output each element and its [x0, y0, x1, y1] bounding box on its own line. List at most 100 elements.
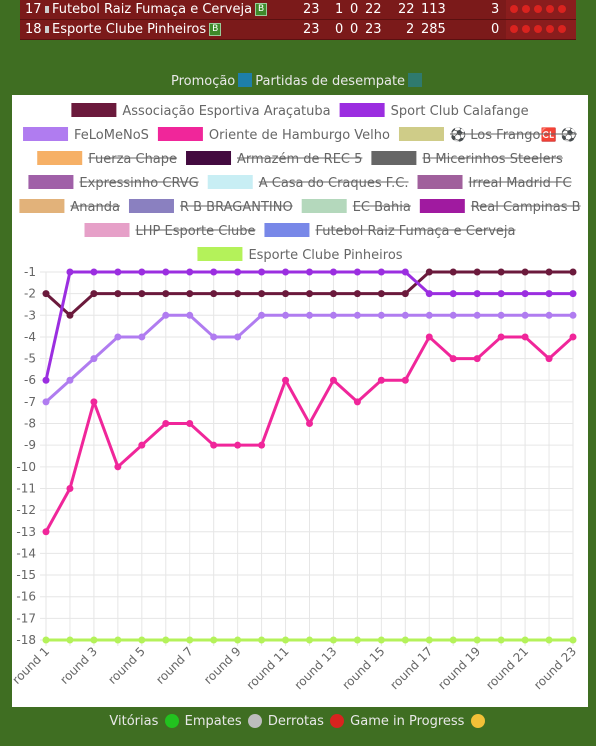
result-legend: Vitórias Empates Derrotas Game in Progre… — [0, 708, 596, 746]
goals-against-cell: 285 — [421, 22, 446, 37]
series-point — [401, 290, 409, 298]
series-point — [258, 636, 266, 644]
series-point — [425, 333, 433, 341]
x-tick-label: round 7 — [153, 644, 196, 687]
series-point — [497, 333, 505, 341]
y-tick-label: -12 — [16, 503, 36, 517]
series-point — [90, 290, 98, 298]
series-point — [90, 398, 98, 406]
played-cell: 23 — [303, 2, 320, 17]
series-point — [114, 463, 122, 471]
played-cell: 23 — [303, 22, 320, 37]
series-point — [282, 290, 290, 298]
points-cell: 0 — [491, 22, 500, 37]
goals-for-cell: 22 — [398, 2, 415, 17]
legend-swatch — [398, 127, 444, 141]
win-dot-icon — [164, 714, 179, 728]
series-point — [449, 268, 457, 276]
series-point — [545, 636, 553, 644]
series-point — [234, 636, 242, 644]
legend-swatch — [207, 175, 253, 189]
x-tick-label: round 17 — [387, 644, 435, 692]
team-marker-icon — [45, 5, 49, 13]
x-tick-label: round 23 — [531, 644, 579, 692]
series-point — [569, 290, 577, 298]
y-tick-label: -5 — [24, 352, 36, 366]
series-point — [497, 636, 505, 644]
table-row[interactable]: 17 Futebol Raiz Fumaça e Cerveja B 23 1 0… — [20, 0, 576, 20]
division-badge: B — [255, 3, 268, 16]
series-point — [306, 420, 313, 428]
series-point — [90, 268, 98, 276]
legend-swatch — [371, 151, 417, 165]
series-point — [329, 311, 337, 319]
legend-swatch — [84, 223, 130, 237]
series-point — [329, 268, 337, 276]
in-progress-dot-icon — [470, 714, 485, 728]
series-point — [138, 290, 146, 298]
team-cell: Futebol Raiz Fumaça e Cerveja B — [42, 0, 268, 19]
series-point — [138, 636, 146, 644]
legend-label: ⚽ Los Frango🆑 ⚽ — [449, 127, 577, 143]
series-point — [473, 636, 481, 644]
table-row[interactable]: 18 Esporte Clube Pinheiros B 23 0 0 23 2 … — [20, 20, 576, 40]
series-point — [545, 311, 553, 319]
series-point — [449, 290, 457, 298]
legend-label: Sport Club Calafange — [391, 104, 529, 119]
series-point — [306, 268, 313, 276]
series-point — [521, 636, 529, 644]
series-point — [425, 290, 433, 298]
series-point — [234, 333, 242, 341]
series-point — [66, 376, 74, 384]
series-point — [569, 333, 577, 341]
legend-swatch — [197, 247, 243, 261]
x-tick-label: round 15 — [339, 644, 387, 692]
form-dot — [546, 5, 554, 13]
series-point — [449, 636, 457, 644]
series-point — [329, 376, 337, 384]
x-tick-label: round 13 — [292, 644, 340, 692]
series-point — [521, 333, 529, 341]
legend-label: Associação Esportiva Araçatuba — [122, 104, 330, 119]
legend-swatch — [37, 151, 83, 165]
series-point — [306, 311, 313, 319]
wins-cell: 0 — [335, 22, 344, 37]
x-tick-label: round 5 — [105, 644, 148, 687]
form-dot — [534, 5, 542, 13]
form-dot — [510, 25, 518, 33]
x-tick-label: round 3 — [57, 644, 100, 687]
legend-label: Real Campinas B — [471, 200, 581, 215]
series-point — [569, 311, 577, 319]
series-point — [258, 290, 266, 298]
legend-swatch — [339, 103, 385, 117]
legend-swatch — [301, 199, 347, 213]
series-point — [210, 268, 218, 276]
series-point — [282, 376, 290, 384]
position-cell: 18 — [25, 22, 42, 37]
legend-label: Ananda — [70, 200, 120, 215]
legend-swatch — [157, 127, 203, 141]
series-point — [66, 311, 74, 319]
position-chart: Associação Esportiva Araçatuba Sport Club… — [9, 95, 588, 707]
goals-against-cell: 113 — [421, 2, 446, 17]
draws-label: Empates — [184, 714, 242, 729]
series-point — [425, 268, 433, 276]
points-cell: 3 — [491, 2, 500, 17]
series-point — [186, 420, 194, 428]
wins-cell: 1 — [335, 2, 344, 17]
losses-label: Derrotas — [267, 714, 324, 729]
recent-form — [506, 20, 576, 39]
series-point — [545, 268, 553, 276]
series-point — [90, 636, 98, 644]
series-point — [282, 268, 290, 276]
series-point — [449, 311, 457, 319]
series-point — [497, 290, 505, 298]
series-point — [425, 636, 433, 644]
tiebreak-swatch — [408, 73, 423, 87]
series-point — [66, 636, 74, 644]
table-legend: Promoção Partidas de desempate — [0, 73, 596, 89]
legend-label: A Casa do Craques F.C. — [259, 176, 409, 191]
x-tick-label: round 21 — [483, 644, 531, 692]
series-point — [353, 636, 361, 644]
series-point — [66, 484, 74, 492]
